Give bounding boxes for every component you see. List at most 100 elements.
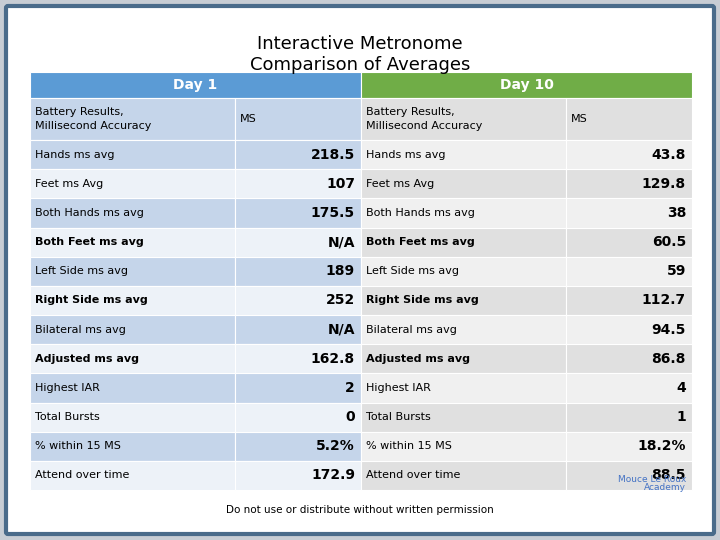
Text: 94.5: 94.5	[652, 322, 686, 336]
Text: Bilateral ms avg: Bilateral ms avg	[35, 325, 126, 335]
Text: MS: MS	[240, 114, 257, 124]
Text: Day 1: Day 1	[174, 78, 217, 92]
Bar	[235, 373, 361, 402]
Text: Academy: Academy	[644, 483, 686, 492]
Text: 112.7: 112.7	[642, 293, 686, 307]
Bar	[361, 402, 566, 431]
Bar	[235, 344, 361, 373]
Text: 88.5: 88.5	[652, 468, 686, 482]
Text: 4: 4	[676, 381, 686, 395]
Bar	[30, 98, 235, 140]
Bar	[30, 256, 235, 286]
Text: Adjusted ms avg: Adjusted ms avg	[35, 354, 139, 364]
Bar	[566, 286, 692, 315]
Bar	[235, 169, 361, 198]
Text: 18.2%: 18.2%	[637, 439, 686, 453]
Bar	[235, 140, 361, 169]
Bar	[30, 198, 235, 227]
Text: 189: 189	[326, 264, 355, 278]
Bar	[361, 286, 566, 315]
Bar	[361, 227, 566, 256]
Text: Feet ms Avg: Feet ms Avg	[35, 179, 103, 189]
Text: Left Side ms avg: Left Side ms avg	[35, 266, 128, 276]
Bar	[235, 98, 361, 140]
Bar	[566, 198, 692, 227]
Bar	[361, 72, 692, 98]
Bar	[30, 169, 235, 198]
Bar	[566, 461, 692, 490]
Text: 107: 107	[326, 177, 355, 191]
Text: Both Hands ms avg: Both Hands ms avg	[35, 208, 144, 218]
Text: 1: 1	[676, 410, 686, 424]
Text: Right Side ms avg: Right Side ms avg	[35, 295, 148, 306]
Bar	[30, 72, 361, 98]
Bar	[30, 315, 235, 344]
Bar	[361, 344, 566, 373]
Bar	[566, 344, 692, 373]
Text: 252: 252	[325, 293, 355, 307]
Text: Day 10: Day 10	[500, 78, 554, 92]
Text: 43.8: 43.8	[652, 147, 686, 161]
Bar	[361, 461, 566, 490]
Bar	[235, 402, 361, 431]
Bar	[566, 98, 692, 140]
Text: Right Side ms avg: Right Side ms avg	[366, 295, 479, 306]
Text: Both Feet ms avg: Both Feet ms avg	[35, 237, 144, 247]
Bar	[361, 140, 566, 169]
Bar	[235, 315, 361, 344]
Bar	[30, 431, 235, 461]
Bar	[30, 461, 235, 490]
Text: Attend over time: Attend over time	[35, 470, 130, 481]
Text: N/A: N/A	[328, 322, 355, 336]
Bar	[361, 198, 566, 227]
Bar	[566, 373, 692, 402]
FancyBboxPatch shape	[6, 6, 714, 534]
Bar	[235, 461, 361, 490]
Text: Bilateral ms avg: Bilateral ms avg	[366, 325, 457, 335]
Bar	[30, 402, 235, 431]
Bar	[566, 315, 692, 344]
Bar	[361, 98, 566, 140]
Text: Highest IAR: Highest IAR	[35, 383, 100, 393]
Bar	[566, 256, 692, 286]
Bar	[361, 256, 566, 286]
Bar	[361, 315, 566, 344]
Bar	[361, 431, 566, 461]
Text: 129.8: 129.8	[642, 177, 686, 191]
Bar	[30, 344, 235, 373]
Text: 60.5: 60.5	[652, 235, 686, 249]
Bar	[235, 227, 361, 256]
Text: Both Hands ms avg: Both Hands ms avg	[366, 208, 475, 218]
Bar	[566, 402, 692, 431]
Bar	[235, 431, 361, 461]
Text: Interactive Metronome
Comparison of Averages: Interactive Metronome Comparison of Aver…	[250, 35, 470, 74]
Text: % within 15 MS: % within 15 MS	[366, 441, 452, 451]
Text: 5.2%: 5.2%	[316, 439, 355, 453]
Text: Left Side ms avg: Left Side ms avg	[366, 266, 459, 276]
Text: Highest IAR: Highest IAR	[366, 383, 431, 393]
Bar	[30, 140, 235, 169]
Text: Hands ms avg: Hands ms avg	[366, 150, 446, 160]
Text: Attend over time: Attend over time	[366, 470, 460, 481]
Text: Total Bursts: Total Bursts	[35, 412, 100, 422]
Text: 162.8: 162.8	[311, 352, 355, 366]
Bar	[361, 373, 566, 402]
Text: Mouce Le Roux: Mouce Le Roux	[618, 476, 686, 484]
Bar	[30, 373, 235, 402]
Text: % within 15 MS: % within 15 MS	[35, 441, 121, 451]
Text: Hands ms avg: Hands ms avg	[35, 150, 114, 160]
Bar	[235, 256, 361, 286]
Text: Adjusted ms avg: Adjusted ms avg	[366, 354, 470, 364]
Bar	[235, 198, 361, 227]
Bar	[30, 227, 235, 256]
Text: 172.9: 172.9	[311, 468, 355, 482]
Text: 2: 2	[346, 381, 355, 395]
Text: Battery Results,
Millisecond Accuracy: Battery Results, Millisecond Accuracy	[366, 107, 482, 131]
Text: 86.8: 86.8	[652, 352, 686, 366]
Text: Total Bursts: Total Bursts	[366, 412, 431, 422]
Text: MS: MS	[571, 114, 588, 124]
Bar	[566, 227, 692, 256]
Text: Battery Results,
Millisecond Accuracy: Battery Results, Millisecond Accuracy	[35, 107, 151, 131]
Text: 38: 38	[667, 206, 686, 220]
Text: N/A: N/A	[328, 235, 355, 249]
